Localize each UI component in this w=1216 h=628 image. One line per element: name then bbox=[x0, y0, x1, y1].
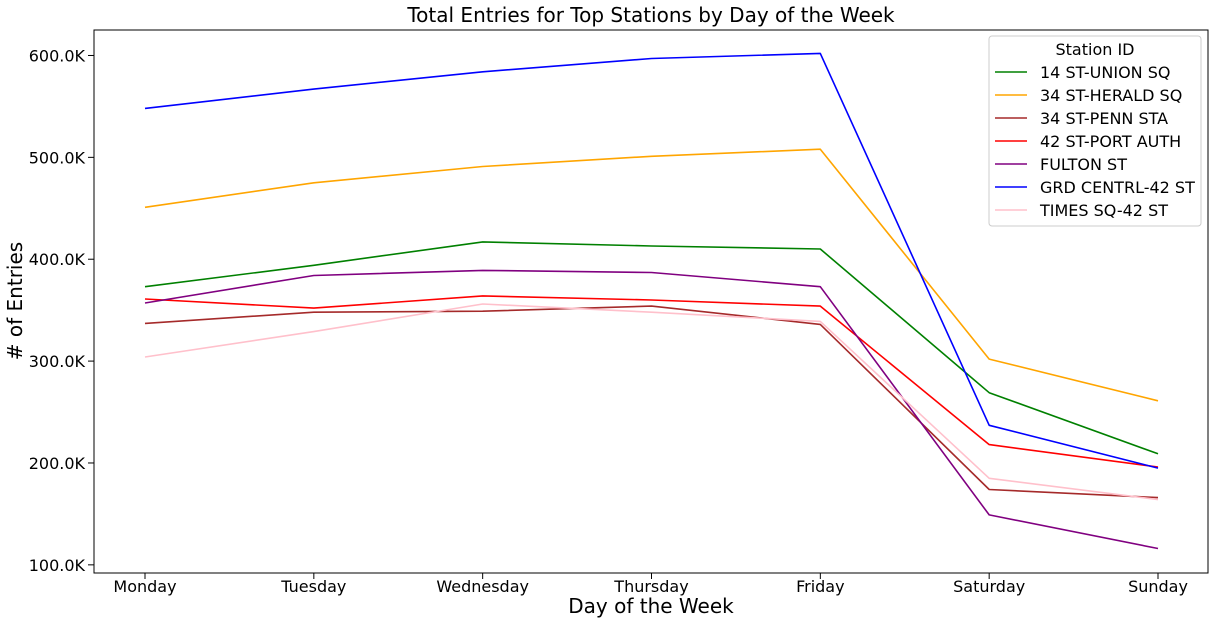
x-tick-label: Monday bbox=[113, 577, 176, 596]
legend-title: Station ID bbox=[1055, 40, 1134, 59]
series-line-34-st-penn-sta bbox=[144, 305, 1159, 499]
legend-label-34-st-penn-sta: 34 ST-PENN STA bbox=[1040, 109, 1168, 128]
legend-label-42-st-port-auth: 42 ST-PORT AUTH bbox=[1040, 132, 1181, 151]
y-tick-label: 200.0K bbox=[29, 454, 86, 473]
x-tick-label: Wednesday bbox=[436, 577, 529, 596]
legend-label-14-st-union-sq: 14 ST-UNION SQ bbox=[1040, 63, 1170, 82]
y-axis-ticks: 100.0K 200.0K 300.0K 400.0K 500.0K 600.0K bbox=[29, 46, 94, 575]
chart-title: Total Entries for Top Stations by Day of… bbox=[406, 3, 895, 27]
x-tick-label: Saturday bbox=[953, 577, 1025, 596]
series-line-14-st-union-sq bbox=[144, 241, 1159, 455]
x-tick-label: Friday bbox=[796, 577, 845, 596]
legend-frame bbox=[988, 35, 1202, 227]
legend-label-34-st-herald-sq: 34 ST-HERALD SQ bbox=[1040, 86, 1182, 105]
legend-label-fulton-st: FULTON ST bbox=[1040, 155, 1127, 174]
series-lines bbox=[144, 52, 1159, 550]
y-tick-label: 100.0K bbox=[29, 556, 86, 575]
y-tick-label: 500.0K bbox=[29, 148, 86, 167]
x-tick-label: Sunday bbox=[1128, 577, 1188, 596]
y-tick-label: 400.0K bbox=[29, 250, 86, 269]
x-axis-ticks: Monday Tuesday Wednesday Thursday Friday Satu… bbox=[113, 573, 1188, 596]
legend-entries: 14 ST-UNION SQ 34 ST-HERALD SQ 34 ST-PENN … bbox=[995, 63, 1195, 220]
legend-label-times-sq-42-st: TIMES SQ-42 ST bbox=[1039, 201, 1168, 220]
series-line-fulton-st bbox=[144, 269, 1159, 550]
y-tick-label: 300.0K bbox=[29, 352, 86, 371]
x-tick-label: Tuesday bbox=[280, 577, 346, 596]
legend-label-grd-centrl-42-st: GRD CENTRL-42 ST bbox=[1040, 178, 1195, 197]
x-axis-label: Day of the Week bbox=[568, 594, 734, 618]
y-tick-label: 600.0K bbox=[29, 46, 86, 65]
y-axis-label: # of Entries bbox=[3, 242, 27, 360]
series-line-42-st-port-auth bbox=[144, 295, 1159, 468]
series-line-grd-centrl-42-st bbox=[144, 52, 1159, 469]
x-tick-label: Thursday bbox=[613, 577, 688, 596]
legend: Station ID 14 ST-UNION SQ 34 ST-HERALD SQ… bbox=[988, 35, 1202, 227]
series-line-34-st-herald-sq bbox=[144, 148, 1159, 402]
series-line-times-sq-42-st bbox=[144, 303, 1159, 501]
